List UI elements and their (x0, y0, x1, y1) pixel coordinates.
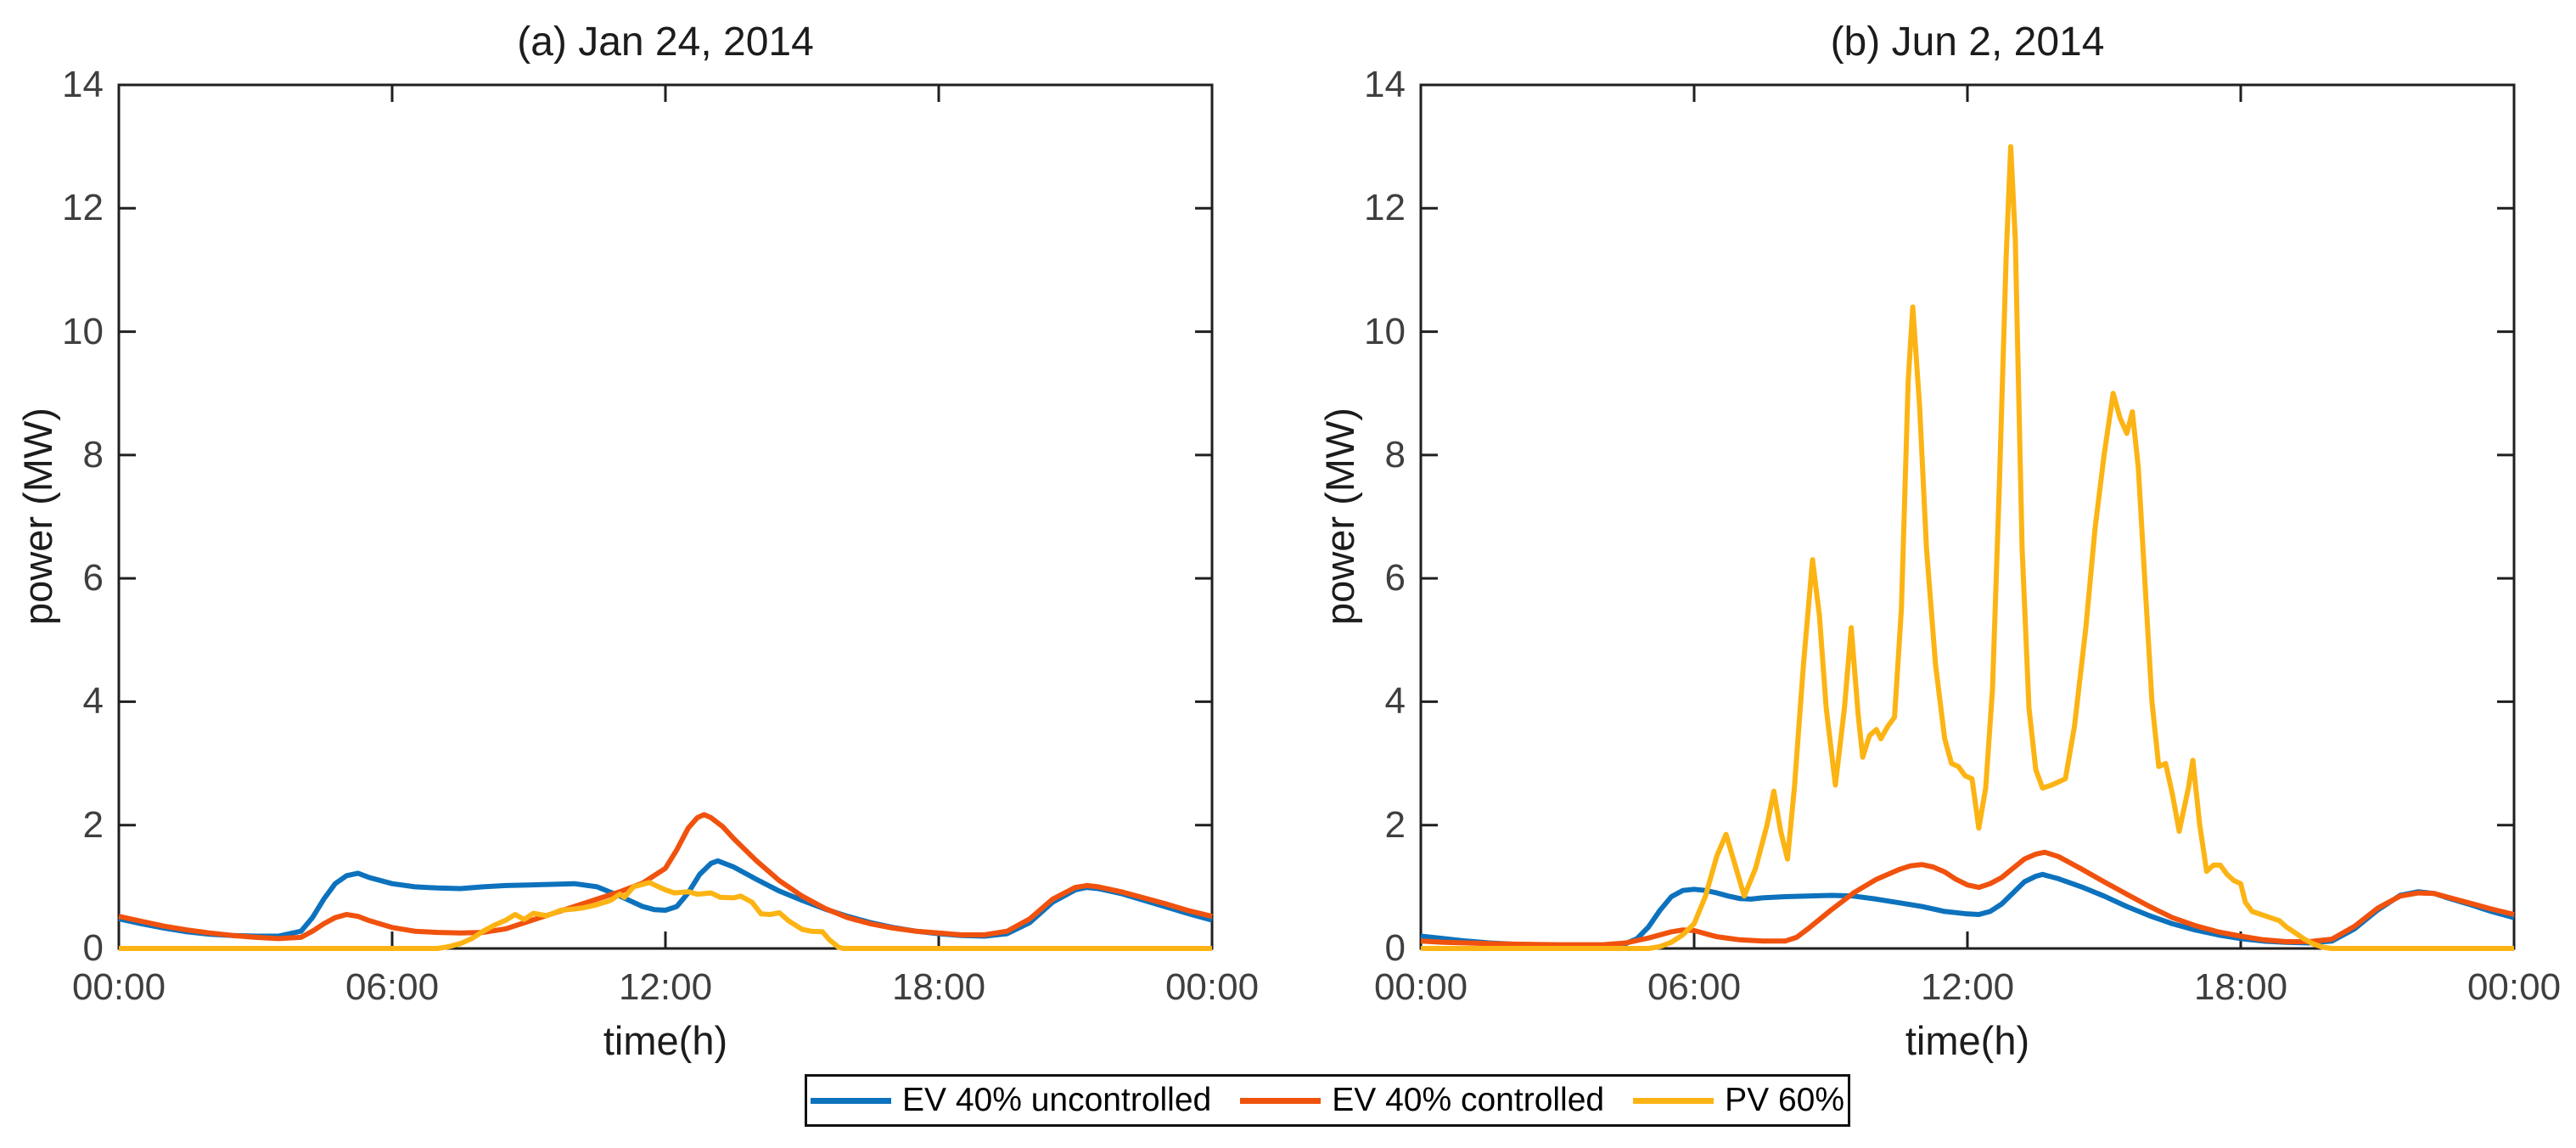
y-tick-label: 4 (82, 680, 104, 722)
subplot-b-title: (b) Jun 2, 2014 (1830, 20, 2105, 65)
y-tick-label: 0 (82, 927, 104, 969)
subplot-a-ylabel: power (MW) (15, 408, 60, 625)
y-tick-label: 12 (1364, 187, 1406, 228)
y-tick-label: 8 (82, 434, 104, 476)
x-tick-label: 00:00 (2467, 966, 2562, 1008)
y-tick-label: 4 (1384, 680, 1406, 722)
y-tick-label: 14 (1364, 64, 1406, 105)
x-tick-label: 00:00 (1165, 966, 1260, 1008)
subplot-b-ylabel: power (MW) (1317, 408, 1362, 625)
y-tick-label: 2 (82, 804, 104, 846)
x-tick-label: 18:00 (891, 966, 986, 1008)
legend-item: PV 60% (1633, 1082, 1844, 1119)
x-tick-label: 00:00 (71, 966, 166, 1008)
x-tick-label: 06:00 (1647, 966, 1742, 1008)
y-tick-label: 0 (1384, 927, 1406, 969)
legend-label: EV 40% uncontrolled (901, 1082, 1212, 1118)
legend-label: EV 40% controlled (1332, 1082, 1605, 1118)
legend-line-blue-icon (810, 1097, 891, 1104)
y-tick-label: 6 (82, 557, 104, 599)
x-tick-label: 12:00 (618, 966, 713, 1008)
legend-label: PV 60% (1725, 1082, 1845, 1118)
y-tick-label: 6 (1384, 557, 1406, 599)
subplot-a-title: (a) Jan 24, 2014 (517, 20, 814, 65)
subplot-b-xlabel: time(h) (1905, 1018, 2030, 1063)
subplot-a-canvas (117, 83, 1214, 951)
legend-item: EV 40% uncontrolled (810, 1082, 1212, 1119)
subplot-b-canvas (1419, 83, 2516, 951)
legend: EV 40% uncontrolled EV 40% controlled PV… (805, 1074, 1850, 1127)
y-tick-label: 12 (62, 187, 104, 228)
x-tick-label: 18:00 (2193, 966, 2288, 1008)
y-tick-label: 10 (1364, 311, 1406, 352)
x-tick-label: 06:00 (345, 966, 440, 1008)
y-tick-label: 2 (1384, 804, 1406, 846)
legend-line-yellow-icon (1633, 1097, 1715, 1104)
x-tick-label: 12:00 (1920, 966, 2015, 1008)
y-tick-label: 10 (62, 311, 104, 352)
y-tick-label: 14 (62, 64, 104, 105)
x-tick-label: 00:00 (1373, 966, 1468, 1008)
y-tick-label: 8 (1384, 434, 1406, 476)
legend-line-orange-icon (1240, 1097, 1322, 1104)
subplot-a-xlabel: time(h) (603, 1018, 728, 1063)
legend-item: EV 40% controlled (1240, 1082, 1604, 1119)
